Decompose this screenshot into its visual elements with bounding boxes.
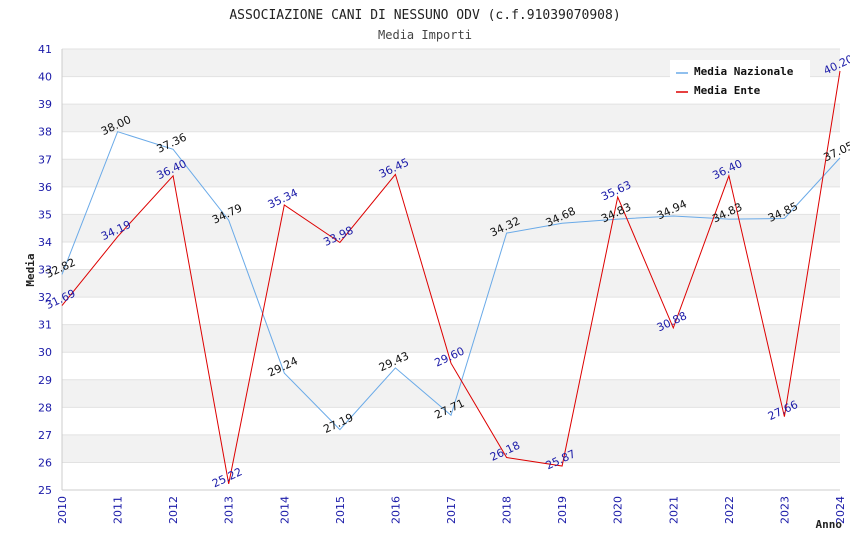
grid-band [62, 324, 840, 353]
y-tick-label: 33 [38, 264, 52, 277]
y-tick-label: 34 [38, 236, 52, 249]
x-tick-label: 2021 [667, 496, 680, 524]
y-tick-label: 32 [38, 291, 52, 304]
legend-label-ente: Media Ente [694, 84, 761, 97]
y-tick-label: 41 [38, 43, 52, 56]
y-tick-label: 36 [38, 181, 52, 194]
legend-label-nazionale: Media Nazionale [694, 65, 794, 78]
y-tick-label: 31 [38, 319, 52, 332]
chart-title: ASSOCIAZIONE CANI DI NESSUNO ODV (c.f.91… [229, 8, 620, 23]
grid-band [62, 104, 840, 132]
y-tick-label: 39 [38, 98, 52, 111]
x-tick-label: 2013 [223, 496, 236, 524]
x-tick-label: 2016 [389, 496, 402, 524]
grid-band [62, 214, 840, 242]
y-tick-label: 37 [38, 153, 52, 166]
y-axis-ticks: 25 26 27 28 29 30 31 32 33 34 35 36 37 38 39 40 41 [38, 43, 52, 497]
grid-band [62, 462, 840, 490]
grid-bands [61, 48, 840, 491]
x-tick-label: 2017 [445, 496, 458, 524]
y-tick-label: 28 [38, 401, 52, 414]
x-tick-label: 2010 [56, 496, 69, 524]
grid-band [62, 352, 840, 380]
x-tick-label: 2023 [778, 496, 791, 524]
x-tick-label: 2014 [278, 496, 291, 524]
series-line-nazionale [61, 131, 841, 431]
grid-band [62, 434, 840, 463]
y-axis-label: Media [24, 253, 37, 286]
series-group [61, 70, 841, 484]
y-tick-label: 35 [38, 208, 52, 221]
y-tick-label: 29 [38, 374, 52, 387]
y-tick-label: 30 [38, 346, 52, 359]
x-tick-label: 2015 [334, 496, 347, 524]
y-tick-label: 40 [38, 71, 52, 84]
y-tick-label: 25 [38, 484, 52, 497]
x-axis-label: Anno [816, 518, 843, 531]
x-tick-label: 2020 [612, 496, 625, 524]
grid-band [62, 297, 840, 325]
x-tick-label: 2024 [834, 496, 847, 524]
grid-band [62, 379, 840, 408]
grid-band [62, 241, 840, 270]
grid-band [62, 131, 840, 160]
x-tick-label: 2011 [112, 496, 125, 524]
x-axis-ticks: 2010 2011 2012 2013 2014 2015 2016 2017 2018 2019… [56, 496, 847, 524]
legend: Media Nazionale Media Ente [670, 60, 810, 100]
x-tick-label: 2022 [723, 496, 736, 524]
grid-band [62, 407, 840, 435]
grid-band [62, 186, 840, 215]
y-tick-label: 26 [38, 456, 52, 469]
x-tick-label: 2018 [501, 496, 514, 524]
chart-subtitle: Media Importi [378, 28, 472, 42]
x-tick-label: 2019 [556, 496, 569, 524]
y-tick-label: 27 [38, 429, 52, 442]
grid-band [62, 269, 840, 298]
legend-box [670, 60, 810, 100]
series-line-ente [61, 70, 841, 484]
y-tick-label: 38 [38, 126, 52, 139]
x-tick-label: 2012 [167, 496, 180, 524]
